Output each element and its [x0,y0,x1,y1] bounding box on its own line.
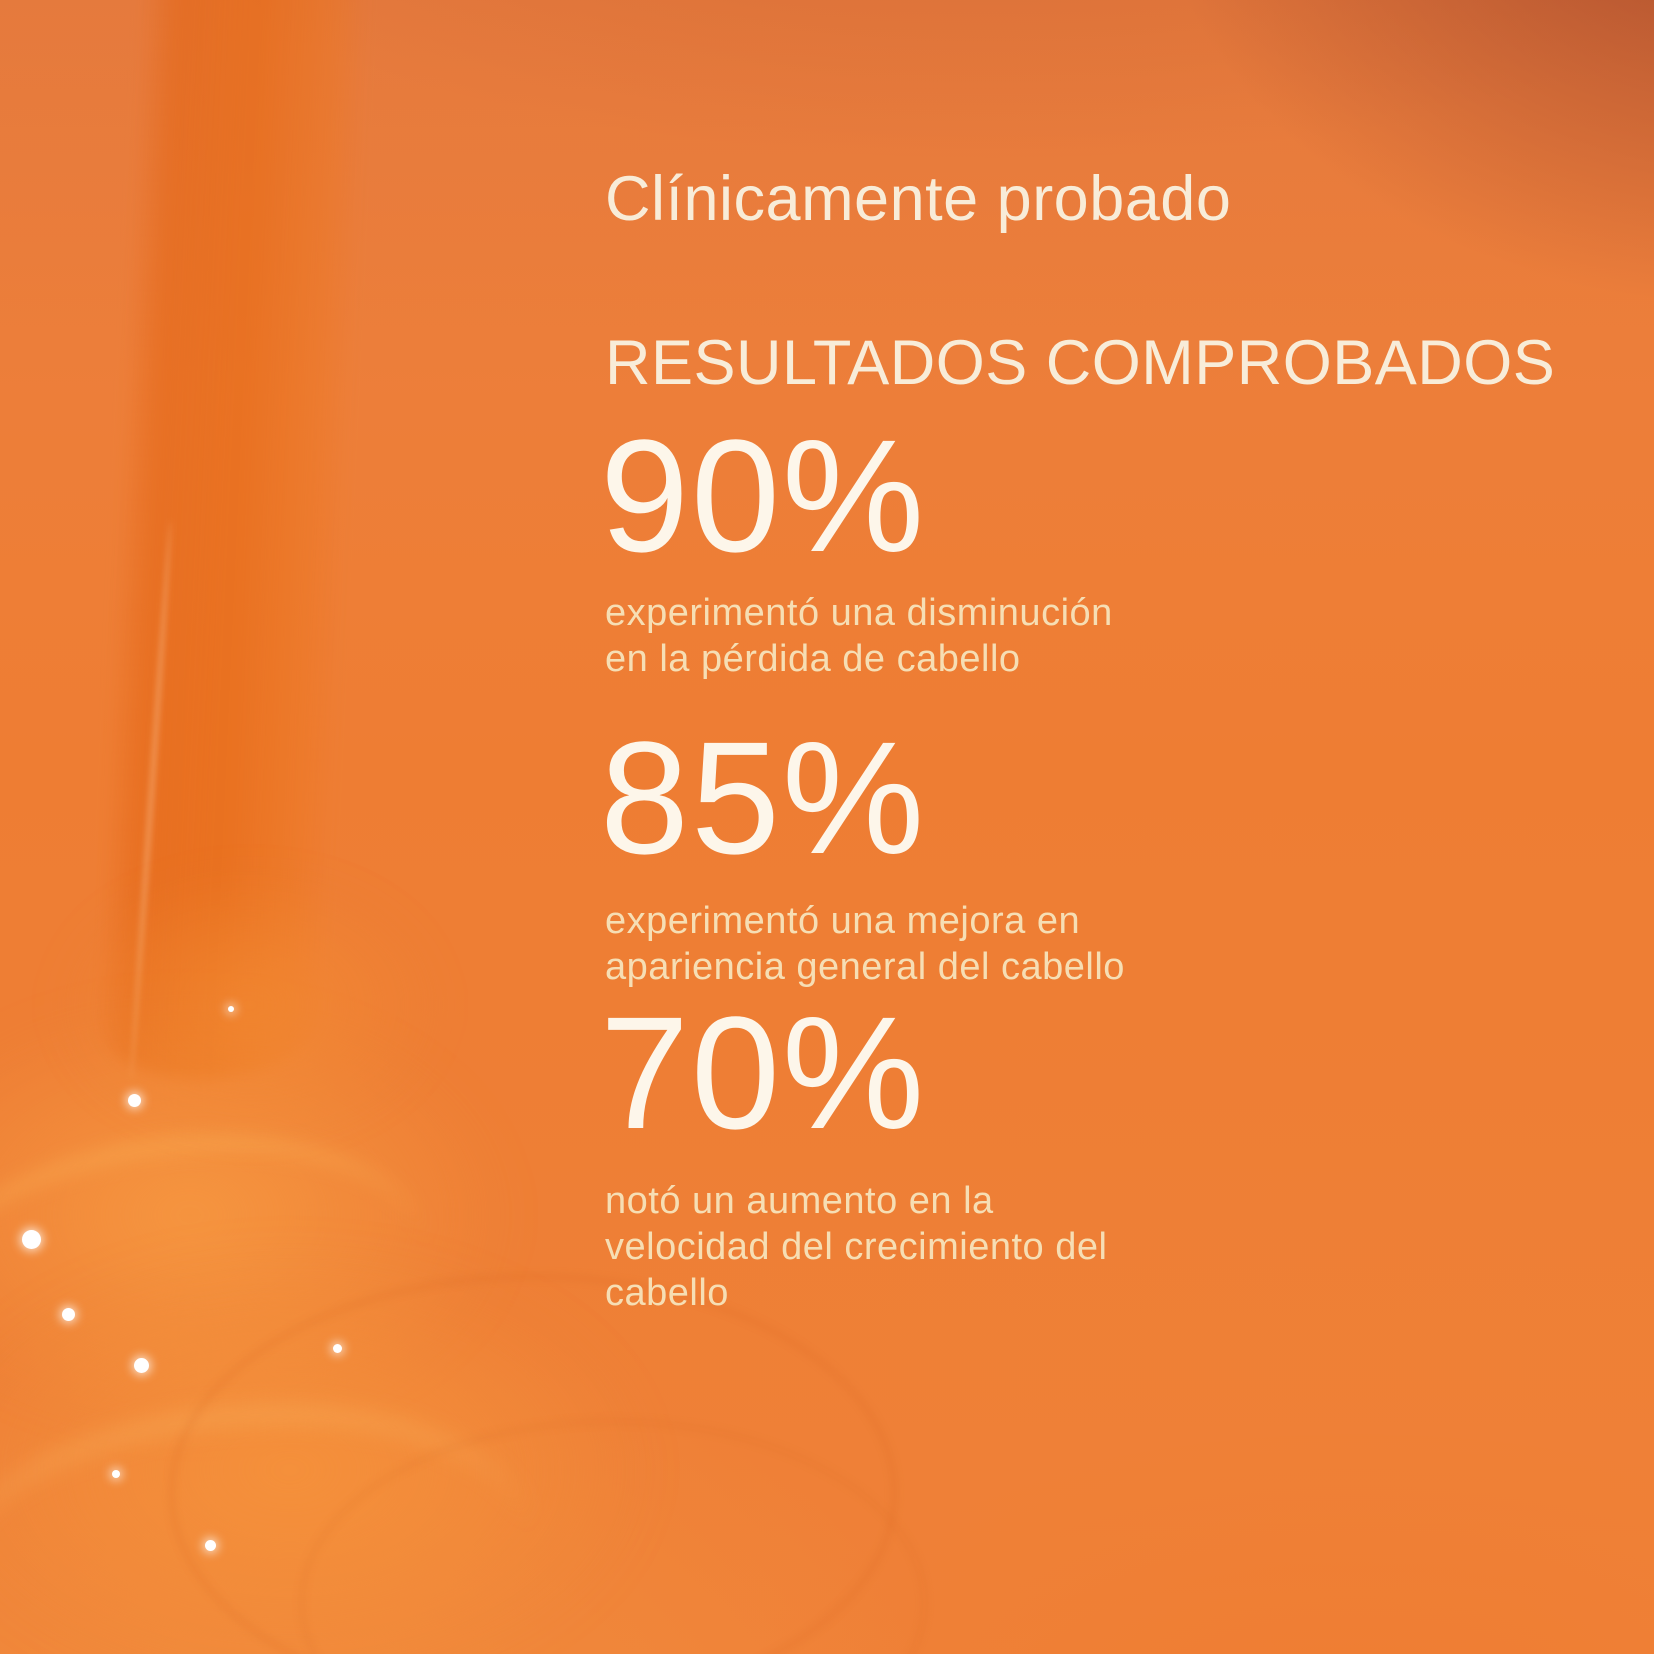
title-line-1: Clínicamente probado [605,164,1232,234]
sparkle-dot [22,1230,41,1249]
stat-description-85: experimentó una mejora en apariencia gen… [605,900,1125,988]
stat-value-90: 90% [600,406,927,585]
page-title: Clínicamente probado RESULTADOS COMPROBA… [605,158,1555,404]
sparkle-dot [128,1094,141,1107]
sparkle-dot [112,1470,120,1478]
honey-pool-blob [55,870,445,1140]
stat-value-70: 70% [600,983,927,1162]
title-line-2: RESULTADOS COMPROBADOS [605,328,1556,398]
stat-description-90: experimentó una disminución en la pérdid… [605,592,1113,680]
sparkle-dot [134,1358,149,1373]
stat-description-70: notó un aumento en la velocidad del crec… [605,1180,1108,1314]
sparkle-dot [205,1540,216,1551]
sparkle-dot [228,1006,234,1012]
sparkle-dot [333,1344,342,1353]
stat-value-85: 85% [600,708,927,887]
sparkle-dot [62,1308,75,1321]
